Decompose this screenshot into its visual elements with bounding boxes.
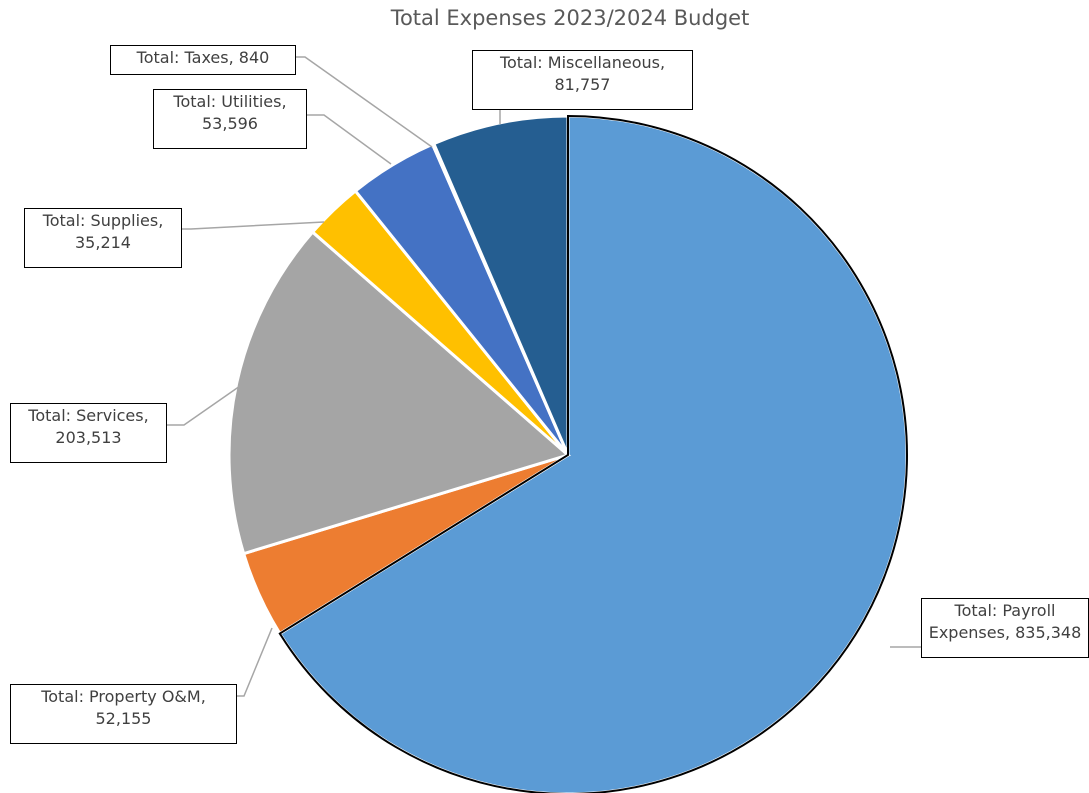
- data-label: Total: Supplies, 35,214: [24, 208, 182, 268]
- data-label: Total: Taxes, 840: [110, 45, 296, 75]
- leader-line: [296, 56, 433, 148]
- data-label-line2: 81,757: [554, 75, 611, 94]
- data-label-line1: Total: Utilities,: [173, 92, 287, 111]
- data-label: Total: Miscellaneous, 81,757: [472, 50, 693, 110]
- chart-title: Total Expenses 2023/2024 Budget: [390, 6, 750, 30]
- data-label-line2: 203,513: [55, 428, 122, 447]
- data-label-line2: 52,155: [95, 709, 152, 728]
- data-label-line1: Total: Payroll: [954, 601, 1056, 620]
- data-label-line1: Total: Miscellaneous,: [499, 53, 666, 72]
- data-label-line1: Total: Taxes, 840: [136, 48, 270, 67]
- leader-line: [182, 221, 325, 230]
- data-label: Total: Property O&M, 52,155: [10, 684, 237, 744]
- data-label-line1: Total: Services,: [28, 406, 149, 425]
- data-label: Total: Services, 203,513: [10, 403, 167, 463]
- leader-line: [307, 114, 392, 165]
- data-label-line1: Total: Property O&M,: [41, 687, 206, 706]
- data-label-line1: Total: Supplies,: [42, 211, 164, 230]
- data-label-line2: 53,596: [202, 114, 258, 133]
- data-label: Total: Payroll Expenses, 835,348: [921, 598, 1089, 658]
- selected-slice-outline: [278, 114, 908, 793]
- data-label-line2: 35,214: [75, 233, 131, 252]
- leader-line: [237, 627, 273, 697]
- pie-slice-total-services: [227, 229, 572, 556]
- data-label-line2: Expenses, 835,348: [928, 623, 1082, 642]
- leader-line: [167, 385, 241, 426]
- data-label: Total: Utilities, 53,596: [153, 89, 307, 149]
